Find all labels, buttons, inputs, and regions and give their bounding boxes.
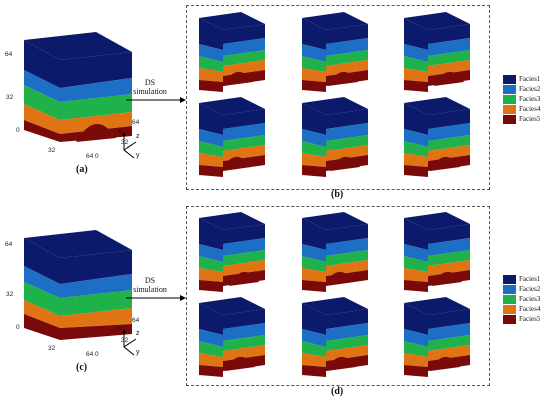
- axis-letter-y-a: y: [136, 152, 140, 159]
- tick-y-64-a: 64: [132, 119, 140, 126]
- d-realization-cube-6: [404, 297, 470, 377]
- ds-simulation-label-top: DS simulation: [133, 78, 167, 97]
- swatch-facies5: [503, 114, 516, 124]
- tick-x-32-c: 32: [48, 345, 56, 352]
- legend-item-facies2: Facies2: [503, 84, 540, 94]
- tick-x-64-a: 64: [86, 153, 94, 160]
- d-realization-cube-1: [199, 212, 265, 292]
- training-image-cube-a: [24, 32, 132, 142]
- legend-item-facies5: Facies5: [503, 314, 540, 324]
- tick-z-64-c: 64: [5, 241, 13, 248]
- d-realization-cube-4: [199, 297, 265, 377]
- axis-letter-x-a: x: [118, 128, 122, 135]
- tick-y-0-a: 0: [95, 153, 99, 160]
- swatch-facies2: [503, 284, 516, 294]
- tick-y-32-c: 32: [121, 337, 129, 344]
- legend-item-facies2: Facies2: [503, 284, 540, 294]
- b-realization-cube-2: [302, 12, 368, 92]
- swatch-facies1: [503, 74, 516, 84]
- legend-item-facies4: Facies4: [503, 304, 540, 314]
- legend-top: Facies1 Facies2 Facies3 Facies4 Facies5: [503, 74, 540, 124]
- axis-letter-x-c: x: [118, 325, 122, 332]
- arrow-bottom: [126, 295, 186, 301]
- legend-item-facies1: Facies1: [503, 274, 540, 284]
- arrow-top: [126, 97, 186, 103]
- training-image-cube-c: [24, 230, 132, 340]
- panel-label-a: (a): [76, 164, 88, 175]
- b-realization-cube-3: [404, 12, 470, 92]
- tick-z-64-a: 64: [5, 51, 13, 58]
- legend-bottom: Facies1 Facies2 Facies3 Facies4 Facies5: [503, 274, 540, 324]
- tick-origin-a: 0: [16, 127, 20, 134]
- legend-item-facies1: Facies1: [503, 74, 540, 84]
- tick-x-32-a: 32: [48, 147, 56, 154]
- b-realization-cube-5: [302, 97, 368, 177]
- d-realization-cube-2: [302, 212, 368, 292]
- swatch-facies3: [503, 294, 516, 304]
- b-realization-cube-4: [199, 97, 265, 177]
- swatch-facies1: [503, 274, 516, 284]
- tick-x-64-c: 64: [86, 351, 94, 358]
- swatch-facies3: [503, 94, 516, 104]
- d-realization-cube-5: [302, 297, 368, 377]
- legend-item-facies4: Facies4: [503, 104, 540, 114]
- swatch-facies4: [503, 304, 516, 314]
- b-realization-cube-6: [404, 97, 470, 177]
- axis-letter-y-c: y: [136, 349, 140, 356]
- legend-item-facies3: Facies3: [503, 94, 540, 104]
- panel-label-c: (c): [76, 362, 88, 373]
- axis-letter-z-c: z: [136, 330, 140, 337]
- axes-triad-a: [122, 132, 137, 159]
- tick-z-32-a: 32: [6, 94, 14, 101]
- d-realization-cube-3: [404, 212, 470, 292]
- realizations-box-d: [186, 206, 490, 386]
- tick-y-64-c: 64: [132, 317, 140, 324]
- swatch-facies5: [503, 314, 516, 324]
- swatch-facies2: [503, 84, 516, 94]
- tick-origin-c: 0: [16, 324, 20, 331]
- ds-simulation-label-bottom: DS simulation: [133, 276, 167, 295]
- legend-item-facies3: Facies3: [503, 294, 540, 304]
- swatch-facies4: [503, 104, 516, 114]
- b-realization-cube-1: [199, 12, 265, 92]
- axis-letter-z-a: z: [136, 133, 140, 140]
- legend-item-facies5: Facies5: [503, 114, 540, 124]
- tick-z-32-c: 32: [6, 291, 14, 298]
- tick-y-32-a: 32: [121, 139, 129, 146]
- axes-triad-c: [122, 329, 137, 356]
- panel-label-b: (b): [331, 189, 344, 200]
- panel-label-d: (d): [331, 386, 344, 397]
- tick-y-0-c: 0: [95, 351, 99, 358]
- realizations-box-b: [186, 5, 490, 190]
